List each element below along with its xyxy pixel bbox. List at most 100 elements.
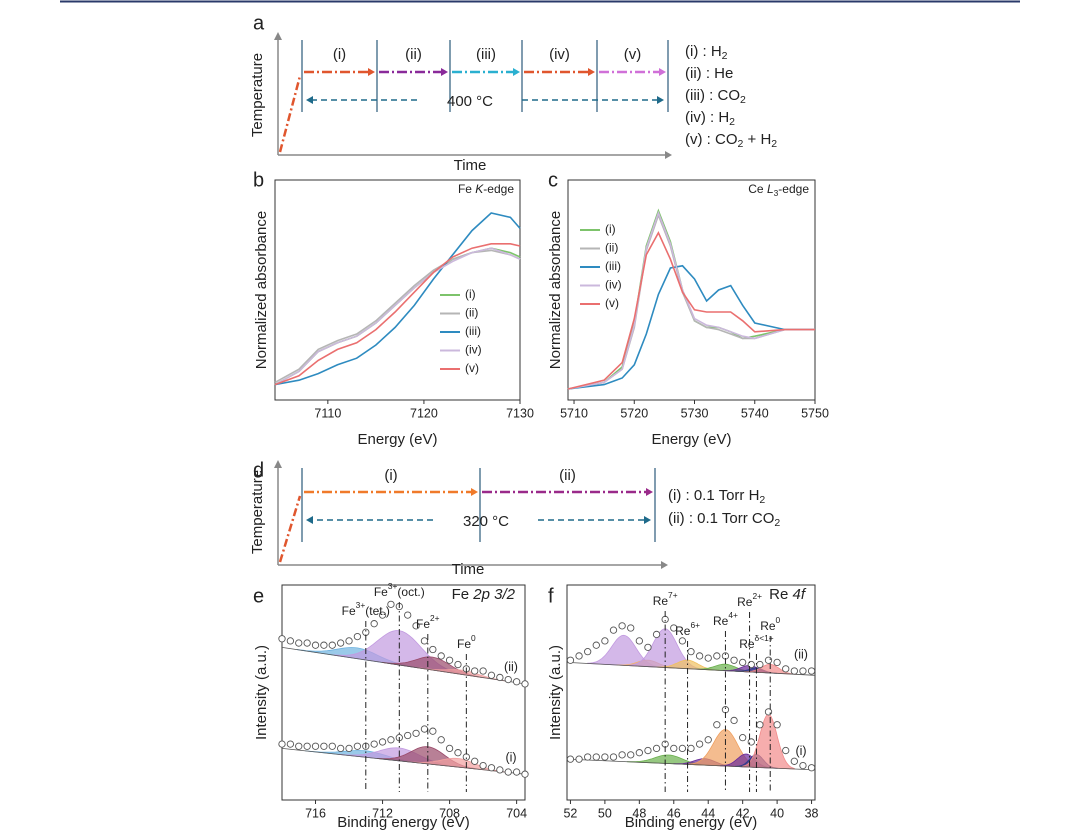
data-point (487, 671, 496, 679)
data-point (445, 656, 454, 664)
text-part: Ce (748, 182, 767, 196)
data-point (782, 665, 790, 673)
data-point (652, 630, 661, 639)
reference-label: Fe0 (457, 633, 476, 651)
text-part: -edge (483, 182, 514, 196)
text-part: Fe (374, 585, 388, 599)
text-part: (iii) : CO (685, 87, 740, 104)
x-tick-label: 5730 (681, 406, 709, 420)
arrow-head (441, 68, 448, 76)
data-point (337, 639, 345, 647)
arrow-head (513, 68, 520, 76)
data-point (807, 764, 816, 772)
data-point (644, 643, 652, 651)
x-tick-label: 42 (736, 806, 750, 820)
data-point (592, 753, 600, 761)
data-point (471, 757, 479, 765)
text-part: 2 (774, 517, 780, 529)
data-point (504, 675, 512, 684)
stage-label: (iv) (549, 46, 570, 63)
text-part: -edge (778, 182, 809, 196)
x-axis-label: Energy (eV) (357, 431, 437, 448)
text-part: (i) : H (685, 43, 722, 60)
background-line (281, 646, 526, 685)
stage-label: (ii) (559, 467, 576, 484)
data-point (295, 742, 303, 750)
arrow-head (588, 68, 595, 76)
data-point (807, 667, 816, 675)
spectrum-label: (ii) (794, 647, 808, 661)
data-point (370, 740, 378, 748)
data-point (713, 721, 721, 729)
ramp (278, 75, 302, 153)
text-part: L (767, 182, 774, 196)
gas-legend-item: (ii) : 0.1 Torr CO2 (668, 510, 780, 529)
data-point (609, 753, 618, 761)
data-point (756, 721, 764, 729)
data-point (773, 721, 781, 729)
legend-label: (iii) (605, 259, 621, 273)
reference-label: Re6+ (675, 620, 700, 638)
data-point (320, 742, 328, 750)
text-part: Fe (457, 637, 471, 651)
spectrum-line (567, 210, 815, 390)
spectrum-label: (ii) (504, 660, 518, 674)
text-part: (v) : CO (685, 131, 738, 148)
text-part: 2p 3/2 (472, 586, 515, 603)
text-part: (i) : 0.1 Torr H (668, 487, 759, 504)
text-part: + H (743, 131, 771, 148)
data-point (661, 615, 669, 624)
data-point (278, 740, 286, 748)
x-tick-label: 5720 (620, 406, 648, 420)
spectrum-line (274, 247, 521, 386)
annotation: Re 4f (769, 586, 807, 603)
text-part: 2 (740, 94, 746, 106)
data-point (286, 637, 295, 645)
data-point (739, 658, 747, 667)
arrow-head (644, 516, 651, 524)
spectrum-label: (i) (505, 750, 516, 764)
x-axis-label: Binding energy (eV) (625, 814, 758, 831)
data-point (504, 768, 512, 776)
x-tick-label: 48 (632, 806, 646, 820)
y-axis-label: Normalized absorbance (253, 211, 270, 369)
data-point (429, 645, 437, 654)
data-point (652, 744, 661, 753)
text-part: Fe (342, 604, 356, 618)
data-point (601, 637, 609, 645)
data-point (303, 742, 311, 750)
data-point (773, 658, 781, 667)
data-point (704, 654, 712, 662)
data-point (764, 708, 773, 716)
data-point (328, 641, 336, 649)
x-tick-label: 38 (805, 806, 819, 820)
x-tick-label: 5750 (801, 406, 829, 420)
data-point (521, 770, 529, 778)
x-axis-label: Time (454, 157, 487, 174)
data-point (609, 626, 618, 634)
text-part: 2 (722, 50, 728, 62)
data-point (790, 757, 798, 765)
data-point (521, 680, 529, 688)
text-part: 3+ (388, 581, 398, 591)
spectrum-line (567, 231, 815, 390)
text-part: Fe (458, 182, 475, 196)
plot-frame (281, 584, 526, 801)
data-point (311, 641, 320, 649)
data-point (512, 678, 521, 686)
data-point (378, 738, 387, 746)
data-point (618, 751, 626, 759)
legend-label: (i) (465, 287, 476, 301)
data-point (286, 740, 295, 748)
data-point (278, 635, 286, 643)
text-part: Fe (416, 617, 430, 631)
text-part: Re (675, 624, 691, 638)
reference-label: Fe3+(tet.) (342, 600, 390, 618)
data-point (687, 744, 695, 753)
reference-label: Re4+ (713, 610, 738, 628)
y-axis-label: Intensity (a.u.) (547, 645, 564, 740)
arrow-head (665, 151, 672, 159)
data-point (592, 641, 600, 649)
arrow-head (646, 488, 653, 496)
data-point (295, 639, 303, 647)
